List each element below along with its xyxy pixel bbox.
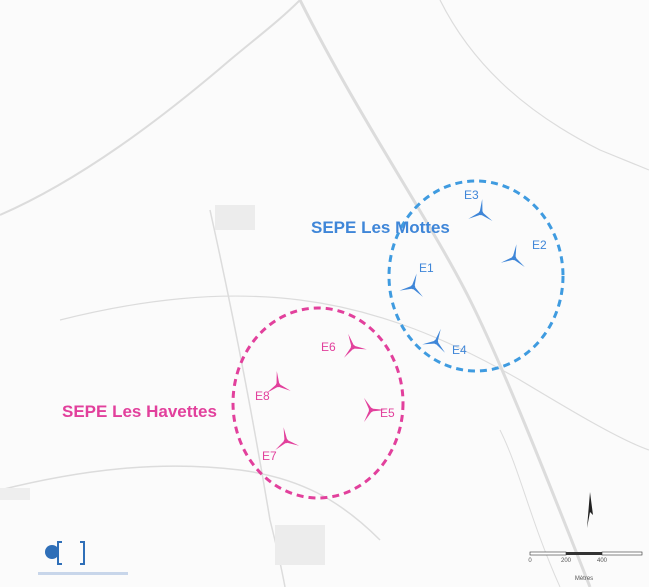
scale-label: 200 [561,558,572,564]
farm-boundary [387,179,565,373]
turbine-label: E1 [419,261,434,275]
scale-label: 400 [597,558,608,564]
farm-boundary [231,306,405,500]
turbine-label: E8 [255,389,270,403]
scale-unit: Mètres [575,576,593,582]
turbine-label: E4 [452,343,467,357]
turbine-label: E5 [380,406,395,420]
farm-name: SEPE Les Mottes [311,218,450,237]
logo [38,541,128,575]
north-arrow [587,492,593,528]
scale-label: 0 [528,558,532,564]
turbine-label: E6 [321,340,336,354]
turbines: E1 E2 E3 E4 [398,188,547,357]
turbine-label: E7 [262,449,277,463]
scale-bar: 0 200 400 Mètres [528,551,643,582]
farm-name: SEPE Les Havettes [62,402,217,421]
turbine-label: E3 [464,188,479,202]
turbine-label: E2 [532,238,547,252]
turbines: E5 E6 E7 E8 [255,329,395,463]
